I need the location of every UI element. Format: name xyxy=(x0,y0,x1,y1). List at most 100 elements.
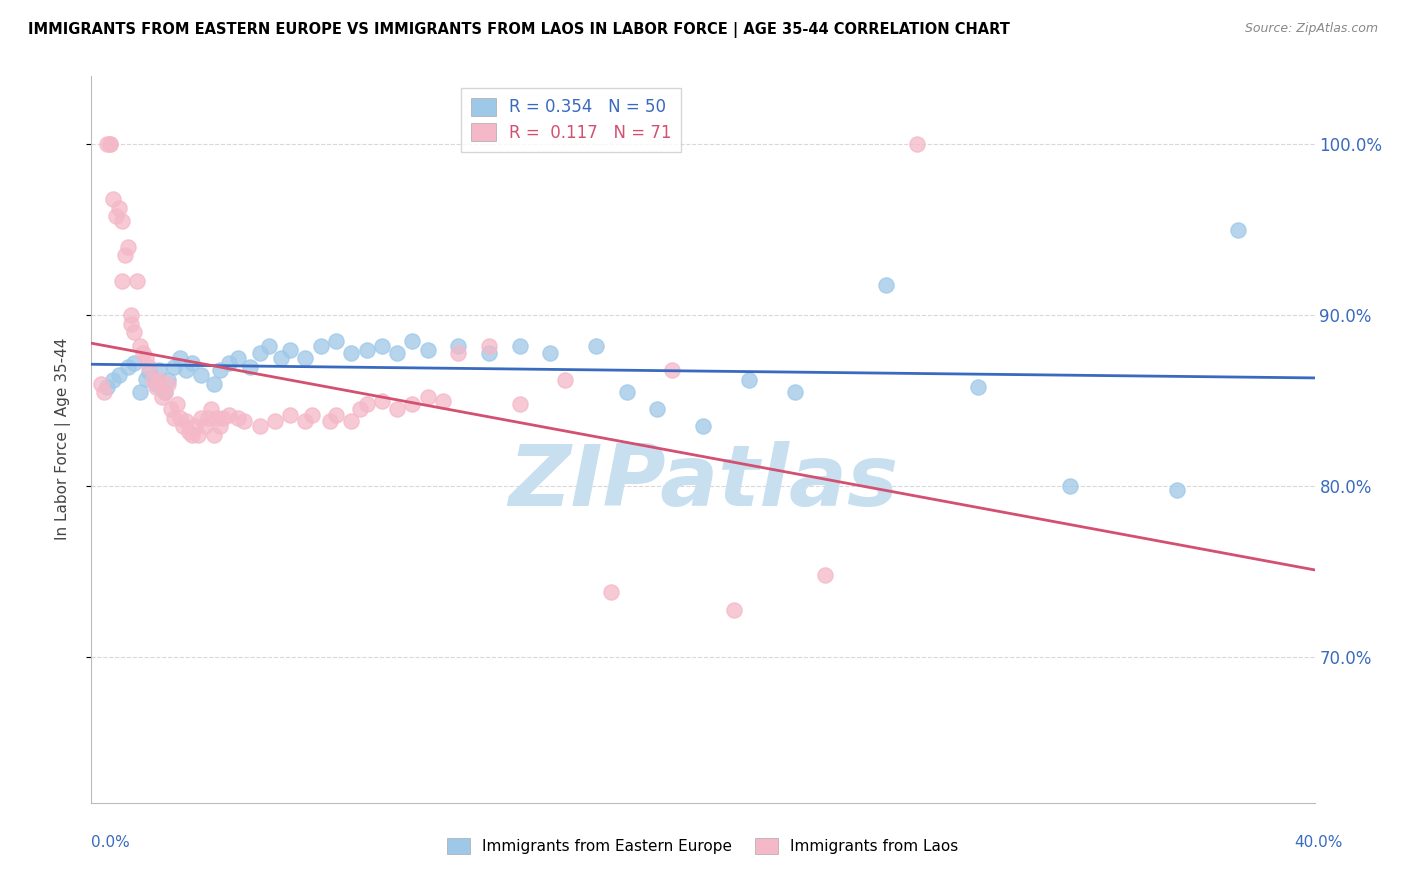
Text: 40.0%: 40.0% xyxy=(1295,836,1343,850)
Point xyxy=(98,137,121,152)
Point xyxy=(478,339,501,353)
Point xyxy=(509,397,531,411)
Point xyxy=(661,363,683,377)
Point xyxy=(264,414,287,428)
Point xyxy=(150,391,173,405)
Point xyxy=(218,356,240,370)
Point xyxy=(197,411,219,425)
Legend: Immigrants from Eastern Europe, Immigrants from Laos: Immigrants from Eastern Europe, Immigran… xyxy=(441,832,965,861)
Point xyxy=(385,346,409,360)
Point xyxy=(160,402,183,417)
Point xyxy=(1166,483,1188,497)
Point xyxy=(108,201,131,215)
Point xyxy=(723,602,745,616)
Point xyxy=(401,397,423,411)
Point xyxy=(301,408,323,422)
Point xyxy=(278,343,301,357)
Point xyxy=(111,214,134,228)
Point xyxy=(138,359,160,374)
Point xyxy=(218,408,240,422)
Point xyxy=(616,385,638,400)
Point xyxy=(156,373,179,387)
Point xyxy=(371,393,394,408)
Point xyxy=(129,339,152,353)
Point xyxy=(278,408,301,422)
Point xyxy=(270,351,292,365)
Point xyxy=(416,391,439,405)
Point xyxy=(257,339,280,353)
Point xyxy=(205,411,228,425)
Point xyxy=(208,363,231,377)
Point xyxy=(239,359,262,374)
Point xyxy=(294,351,316,365)
Point xyxy=(319,414,342,428)
Point xyxy=(212,411,235,425)
Point xyxy=(208,419,231,434)
Point xyxy=(169,411,191,425)
Point xyxy=(233,414,256,428)
Point xyxy=(166,397,188,411)
Point xyxy=(96,137,118,152)
Point xyxy=(98,137,121,152)
Point xyxy=(129,385,152,400)
Point xyxy=(309,339,332,353)
Point xyxy=(108,368,131,383)
Point xyxy=(371,339,394,353)
Point xyxy=(401,334,423,348)
Point xyxy=(554,373,576,387)
Point xyxy=(416,343,439,357)
Point xyxy=(294,414,316,428)
Point xyxy=(184,419,207,434)
Text: IMMIGRANTS FROM EASTERN EUROPE VS IMMIGRANTS FROM LAOS IN LABOR FORCE | AGE 35-4: IMMIGRANTS FROM EASTERN EUROPE VS IMMIGR… xyxy=(28,22,1010,38)
Point xyxy=(325,334,347,348)
Point xyxy=(148,373,170,387)
Point xyxy=(153,385,176,400)
Point xyxy=(356,397,378,411)
Point xyxy=(447,346,470,360)
Text: Source: ZipAtlas.com: Source: ZipAtlas.com xyxy=(1244,22,1378,36)
Point xyxy=(585,339,607,353)
Point xyxy=(117,240,139,254)
Point xyxy=(181,356,204,370)
Point xyxy=(645,402,668,417)
Point xyxy=(967,380,990,394)
Point xyxy=(141,373,163,387)
Point xyxy=(127,274,149,288)
Point xyxy=(145,380,167,394)
Point xyxy=(1059,479,1081,493)
Point xyxy=(432,393,454,408)
Point xyxy=(692,419,714,434)
Point xyxy=(90,376,112,391)
Y-axis label: In Labor Force | Age 35-44: In Labor Force | Age 35-44 xyxy=(55,338,70,541)
Point xyxy=(111,274,134,288)
Point xyxy=(120,317,142,331)
Point xyxy=(138,365,160,379)
Point xyxy=(101,373,124,387)
Point xyxy=(163,359,186,374)
Point xyxy=(249,346,271,360)
Point xyxy=(226,411,249,425)
Point xyxy=(193,419,215,434)
Point xyxy=(600,585,623,599)
Point xyxy=(156,376,179,391)
Point xyxy=(114,248,136,262)
Point xyxy=(905,137,928,152)
Point xyxy=(122,326,145,340)
Point xyxy=(349,402,371,417)
Point xyxy=(356,343,378,357)
Point xyxy=(172,419,194,434)
Point xyxy=(179,425,201,439)
Point xyxy=(738,373,761,387)
Point xyxy=(122,356,145,370)
Point xyxy=(325,408,347,422)
Point xyxy=(447,339,470,353)
Point xyxy=(226,351,249,365)
Point xyxy=(202,376,225,391)
Point xyxy=(478,346,501,360)
Point xyxy=(509,339,531,353)
Point xyxy=(135,351,157,365)
Point xyxy=(101,192,124,206)
Point xyxy=(385,402,409,417)
Text: 0.0%: 0.0% xyxy=(91,836,131,850)
Point xyxy=(120,308,142,322)
